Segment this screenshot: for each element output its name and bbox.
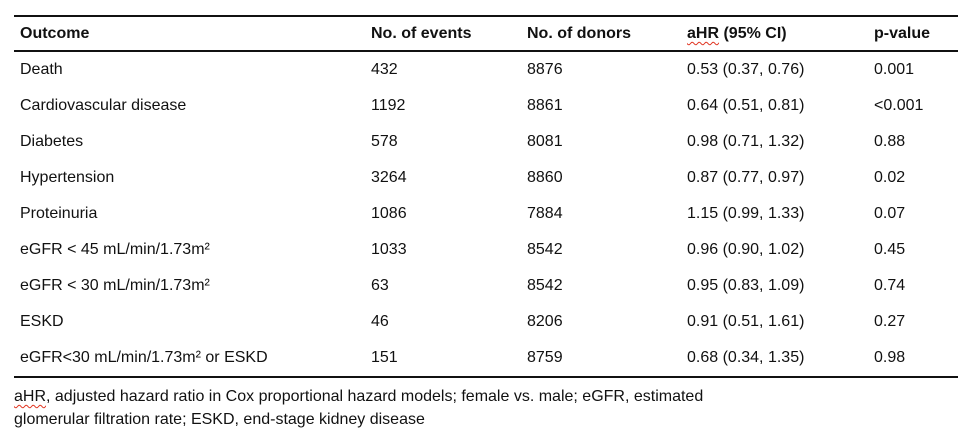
donors-cell: 7884: [527, 205, 563, 222]
table-header: Outcome No. of events No. of donors aHR …: [14, 16, 958, 51]
table-row: ESKD 46 8206 0.91 (0.51, 1.61) 0.27: [14, 304, 958, 340]
donors-cell: 8542: [527, 277, 563, 294]
table-row: Death 432 8876 0.53 (0.37, 0.76) 0.001: [14, 51, 958, 88]
outcome-cell: Diabetes: [20, 133, 84, 150]
events-cell: 63: [371, 277, 389, 294]
events-cell: 578: [371, 133, 398, 150]
header-row: Outcome No. of events No. of donors aHR …: [14, 16, 958, 51]
donors-cell: 8876: [527, 61, 563, 78]
table-footnote: aHR, adjusted hazard ratio in Cox propor…: [14, 385, 958, 430]
ahr-cell: 0.68 (0.34, 1.35): [687, 349, 805, 366]
footnote-line-2: glomerular filtration rate; ESKD, end-st…: [14, 411, 425, 428]
events-cell: 1086: [371, 205, 407, 222]
ahr-cell: 0.96 (0.90, 1.02): [687, 241, 805, 258]
pvalue-cell: 0.88: [874, 133, 906, 150]
footnote-line-1-text: , adjusted hazard ratio in Cox proportio…: [46, 388, 704, 405]
outcome-cell: Cardiovascular disease: [20, 97, 187, 114]
events-cell: 151: [371, 349, 398, 366]
donors-cell: 8542: [527, 241, 563, 258]
donors-cell: 8860: [527, 169, 563, 186]
pvalue-cell: 0.07: [874, 205, 906, 222]
pvalue-cell: 0.02: [874, 169, 906, 186]
table-row: eGFR<30 mL/min/1.73m² or ESKD 151 8759 0…: [14, 340, 958, 377]
events-cell: 1033: [371, 241, 407, 258]
column-header-pvalue: p-value: [874, 25, 931, 42]
outcome-cell: Death: [20, 61, 63, 78]
events-cell: 1192: [371, 97, 406, 114]
table-row: Proteinuria 1086 7884 1.15 (0.99, 1.33) …: [14, 196, 958, 232]
misspelled-word: aHR: [14, 388, 47, 405]
table-body: Death 432 8876 0.53 (0.37, 0.76) 0.001 C…: [14, 51, 958, 377]
ahr-cell: 0.64 (0.51, 0.81): [687, 97, 805, 114]
table-row: Cardiovascular disease 1192 8861 0.64 (0…: [14, 88, 958, 124]
pvalue-cell: 0.27: [874, 313, 906, 330]
column-header-donors: No. of donors: [527, 25, 631, 42]
ahr-cell: 0.98 (0.71, 1.32): [687, 133, 805, 150]
table-row: Hypertension 3264 8860 0.87 (0.77, 0.97)…: [14, 160, 958, 196]
footnote-line-1: aHR, adjusted hazard ratio in Cox propor…: [14, 385, 958, 408]
pvalue-cell: 0.98: [874, 349, 906, 366]
events-cell: 3264: [371, 169, 407, 186]
donors-cell: 8759: [527, 349, 563, 366]
ahr-cell: 0.95 (0.83, 1.09): [687, 277, 805, 294]
outcome-cell: eGFR < 45 mL/min/1.73m²: [20, 241, 210, 258]
outcome-cell: eGFR < 30 mL/min/1.73m²: [20, 277, 210, 294]
donors-cell: 8206: [527, 313, 563, 330]
misspelled-word: aHR: [687, 25, 720, 42]
table-row: eGFR < 45 mL/min/1.73m² 1033 8542 0.96 (…: [14, 232, 958, 268]
donors-cell: 8861: [527, 97, 563, 114]
table-row: Diabetes 578 8081 0.98 (0.71, 1.32) 0.88: [14, 124, 958, 160]
outcome-cell: eGFR<30 mL/min/1.73m² or ESKD: [20, 349, 268, 366]
pvalue-cell: <0.001: [874, 97, 924, 114]
events-cell: 432: [371, 61, 398, 78]
events-cell: 46: [371, 313, 389, 330]
column-header-ahr-rest: (95% CI): [719, 25, 787, 42]
outcomes-table: Outcome No. of events No. of donors aHR …: [14, 15, 958, 378]
pvalue-cell: 0.45: [874, 241, 906, 258]
pvalue-cell: 0.74: [874, 277, 906, 294]
donors-cell: 8081: [527, 133, 563, 150]
column-header-ahr: aHR (95% CI): [681, 16, 868, 51]
table-row: eGFR < 30 mL/min/1.73m² 63 8542 0.95 (0.…: [14, 268, 958, 304]
outcome-cell: Proteinuria: [20, 205, 98, 222]
column-header-outcome: Outcome: [20, 25, 90, 42]
outcome-cell: Hypertension: [20, 169, 115, 186]
outcome-cell: ESKD: [20, 313, 64, 330]
ahr-cell: 1.15 (0.99, 1.33): [687, 205, 805, 222]
pvalue-cell: 0.001: [874, 61, 915, 78]
ahr-cell: 0.91 (0.51, 1.61): [687, 313, 805, 330]
ahr-cell: 0.87 (0.77, 0.97): [687, 169, 805, 186]
ahr-cell: 0.53 (0.37, 0.76): [687, 61, 805, 78]
column-header-events: No. of events: [371, 25, 472, 42]
